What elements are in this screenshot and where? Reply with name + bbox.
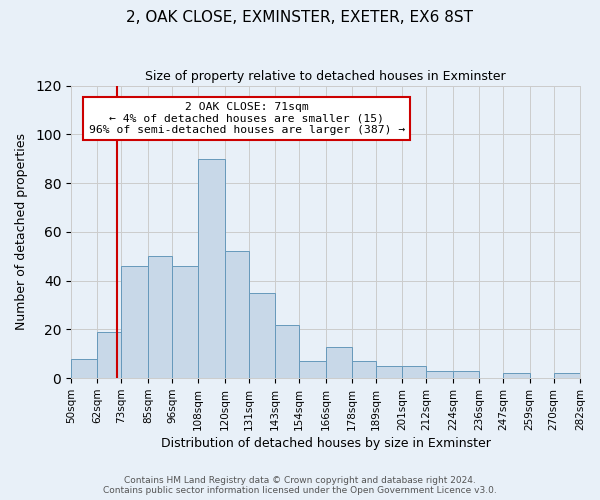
Bar xyxy=(453,371,479,378)
Bar xyxy=(299,361,326,378)
Title: Size of property relative to detached houses in Exminster: Size of property relative to detached ho… xyxy=(145,70,506,83)
Bar xyxy=(554,374,580,378)
Bar xyxy=(503,374,530,378)
Bar xyxy=(326,346,352,378)
Text: 2, OAK CLOSE, EXMINSTER, EXETER, EX6 8ST: 2, OAK CLOSE, EXMINSTER, EXETER, EX6 8ST xyxy=(127,10,473,25)
Bar xyxy=(148,256,172,378)
Bar xyxy=(224,252,249,378)
Text: Contains HM Land Registry data © Crown copyright and database right 2024.
Contai: Contains HM Land Registry data © Crown c… xyxy=(103,476,497,495)
Bar xyxy=(121,266,148,378)
Bar xyxy=(376,366,403,378)
Bar xyxy=(249,293,275,378)
X-axis label: Distribution of detached houses by size in Exminster: Distribution of detached houses by size … xyxy=(161,437,490,450)
Bar xyxy=(71,358,97,378)
Y-axis label: Number of detached properties: Number of detached properties xyxy=(15,134,28,330)
Bar xyxy=(427,371,453,378)
Bar xyxy=(198,158,224,378)
Bar xyxy=(275,324,299,378)
Bar xyxy=(403,366,427,378)
Bar xyxy=(352,361,376,378)
Bar xyxy=(172,266,198,378)
Bar xyxy=(97,332,121,378)
Text: 2 OAK CLOSE: 71sqm
← 4% of detached houses are smaller (15)
96% of semi-detached: 2 OAK CLOSE: 71sqm ← 4% of detached hous… xyxy=(89,102,405,135)
